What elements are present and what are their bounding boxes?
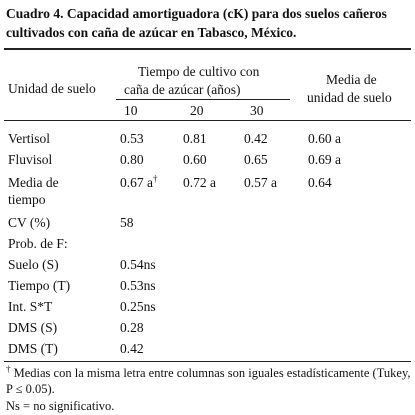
row-label: DMS (T)	[8, 340, 58, 357]
cell-text: DMS (S)	[8, 320, 58, 335]
cell: 0.60 a	[308, 130, 341, 147]
row-label: Media de tiempo	[8, 174, 83, 208]
rule-sub	[116, 99, 290, 100]
cell-text: Media de tiempo	[8, 175, 59, 207]
header-year: 20	[190, 103, 204, 118]
row-label: Tiempo (T)	[8, 277, 70, 294]
cell-text: 0.60	[183, 152, 207, 167]
cell-text: 58	[120, 215, 134, 230]
cell-text: 0.69 a	[308, 152, 341, 167]
cell: 0.42	[120, 340, 144, 357]
cell-text: 0.67 a	[120, 175, 153, 190]
header-year: 30	[250, 103, 264, 118]
row-label: DMS (S)	[8, 319, 57, 336]
header-unit: Unidad de suelo	[8, 81, 96, 96]
cell-text: 0.25ns	[120, 299, 156, 314]
cell-text: DMS (T)	[8, 341, 58, 356]
cell-text: 0.53ns	[120, 278, 156, 293]
cell: 0.67 a†	[120, 174, 158, 191]
footnote-mark: †	[6, 363, 11, 374]
cell-text: 0.42	[244, 131, 268, 146]
cell-text: 0.53	[120, 131, 144, 146]
rule-top	[4, 48, 411, 50]
cell: 0.53	[120, 130, 144, 147]
cell: 0.69 a	[308, 151, 341, 168]
footnote: † Medias con la misma letra entre column…	[6, 363, 411, 397]
cell-text: 0.60 a	[308, 131, 341, 146]
header-mean: Media de	[326, 72, 377, 87]
cell: 0.54ns	[120, 256, 156, 273]
header-year: 10	[124, 103, 138, 118]
cell-text: 0.57 a	[244, 175, 277, 190]
table-title: Cuadro 4. Capacidad amortiguadora (cK) p…	[6, 6, 387, 40]
cell-text: 0.54ns	[120, 257, 156, 272]
row-label: Prob. de F:	[8, 235, 68, 252]
rule-bottom	[4, 361, 411, 362]
cell: 0.42	[244, 130, 268, 147]
cell-text: 0.28	[120, 320, 144, 335]
row-label: Vertisol	[8, 130, 50, 147]
cell: 58	[120, 214, 134, 231]
row-label: Suelo (S)	[8, 256, 59, 273]
cell: 0.64	[308, 174, 332, 191]
cell-text: Fluvisol	[8, 152, 53, 167]
header-time: Tiempo de cultivo con	[138, 64, 260, 79]
cell-text: Suelo (S)	[8, 257, 59, 272]
cell: 0.81	[183, 130, 207, 147]
cell-text: CV (%)	[8, 215, 51, 230]
header-time: caña de azúcar (años)	[124, 82, 241, 97]
cell: 0.57 a	[244, 174, 277, 191]
footnote-text: Medias con la misma letra entre columnas…	[6, 366, 411, 396]
footnote: Ns = no significativo.	[6, 399, 115, 413]
cell-text: 0.42	[120, 341, 144, 356]
cell: 0.25ns	[120, 298, 156, 315]
cell-text: Prob. de F:	[8, 236, 68, 251]
cell: 0.65	[244, 151, 268, 168]
cell-text: 0.72 a	[183, 175, 216, 190]
footnote-mark: †	[153, 173, 158, 184]
cell-text: 0.65	[244, 152, 268, 167]
cell-text: 0.80	[120, 152, 144, 167]
cell-text: Vertisol	[8, 131, 50, 146]
cell: 0.80	[120, 151, 144, 168]
cell: 0.60	[183, 151, 207, 168]
header-mean: unidad de suelo	[307, 90, 392, 105]
rule-head	[4, 120, 411, 121]
cell-text: 0.81	[183, 131, 207, 146]
row-label: Int. S*T	[8, 298, 52, 315]
row-label: Fluvisol	[8, 151, 52, 168]
cell-text: Int. S*T	[8, 299, 53, 314]
row-label: CV (%)	[8, 214, 50, 231]
cell-text: Tiempo (T)	[8, 278, 71, 293]
cell: 0.72 a	[183, 174, 216, 191]
cell: 0.28	[120, 319, 144, 336]
cell-text: 0.64	[308, 175, 332, 190]
cell: 0.53ns	[120, 277, 156, 294]
